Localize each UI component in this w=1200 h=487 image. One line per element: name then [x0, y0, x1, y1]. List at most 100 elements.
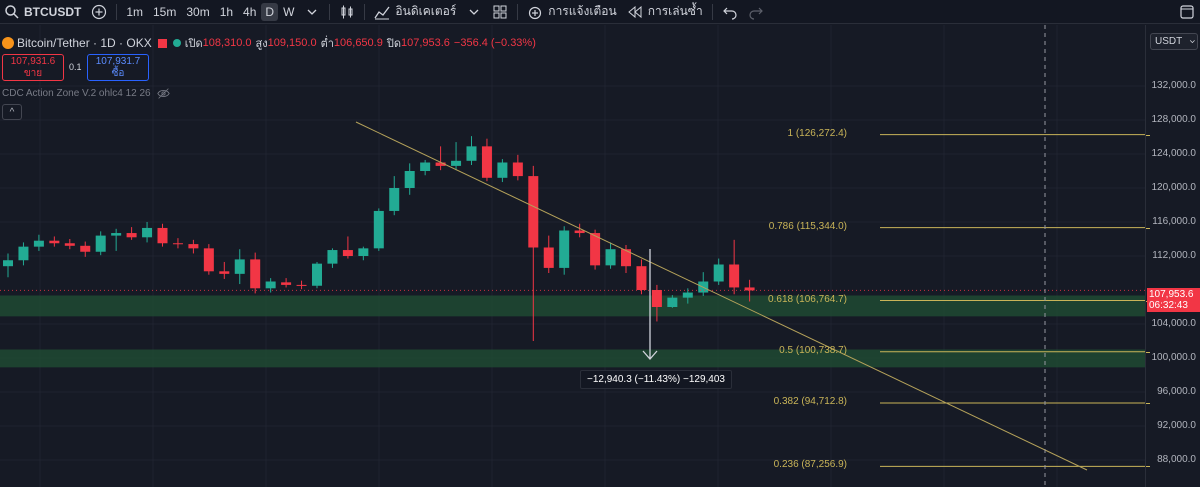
- layouts-button[interactable]: [487, 0, 513, 24]
- indicators-label: อินดิเคเตอร์: [395, 4, 457, 18]
- price-axis-label: 112,000.0: [1152, 250, 1196, 261]
- fib-axis-tick: [1146, 134, 1150, 136]
- timeframe-4h[interactable]: 4h: [243, 4, 257, 19]
- candle-body: [574, 230, 585, 234]
- price-axis-label: 116,000.0: [1152, 216, 1196, 227]
- high-label: สูง: [255, 38, 268, 50]
- rewind-icon: [627, 5, 642, 18]
- timeframe-dropdown[interactable]: [299, 0, 325, 24]
- alarm-clock-icon: [529, 6, 542, 19]
- fib-level-label: 0.5 (100,738.7): [779, 344, 847, 356]
- market-open-icon: [172, 39, 181, 47]
- timeframe-w[interactable]: W: [283, 4, 295, 19]
- divider: [116, 3, 118, 20]
- candle-body: [512, 162, 523, 177]
- alerts-button[interactable]: การแจ้งเตือน: [522, 0, 621, 24]
- candle-body: [49, 240, 60, 244]
- indicators-dropdown[interactable]: [461, 0, 487, 24]
- timeframe-15m[interactable]: 15m: [153, 4, 177, 19]
- chevron-down-icon: [1190, 40, 1196, 44]
- candle-body: [389, 188, 400, 211]
- bitcoin-icon: [2, 37, 14, 49]
- open-value: 108,310.0: [202, 37, 252, 49]
- support-zone-upper: [0, 295, 1145, 317]
- candle-body: [203, 248, 214, 272]
- flag-icon[interactable]: [157, 38, 167, 48]
- price-chart[interactable]: [0, 25, 1145, 487]
- candle-body: [250, 259, 261, 289]
- close-label: ปิด: [386, 38, 401, 50]
- currency-selector[interactable]: USDT: [1150, 33, 1198, 50]
- price-axis[interactable]: 132,000.0 128,000.0 124,000.0 120,000.0 116,…: [1145, 25, 1200, 487]
- candle-body: [466, 146, 477, 161]
- indicator-legend[interactable]: CDC Action Zone V.2 ohlc4 12 26: [2, 87, 170, 100]
- measure-arrow-head: [642, 350, 658, 360]
- price-axis-label: 104,000.0: [1151, 318, 1197, 329]
- chart-type-button[interactable]: [334, 0, 360, 24]
- candle-body: [172, 243, 183, 245]
- candle-body: [404, 171, 415, 188]
- search-icon: [5, 4, 19, 19]
- sell-button[interactable]: 107,931.6 ขาย: [2, 54, 64, 81]
- symbol-search-button[interactable]: BTCUSDT: [0, 0, 86, 24]
- candle-body: [265, 281, 276, 289]
- candle-body: [327, 250, 338, 264]
- compare-button[interactable]: [86, 0, 112, 24]
- currency-label: USDT: [1155, 36, 1183, 47]
- current-price-tag: 107,953.6 06:32:43: [1147, 288, 1200, 312]
- candle-body: [590, 233, 601, 266]
- collapse-legend-button[interactable]: ^: [2, 104, 22, 120]
- candle-body: [157, 227, 168, 244]
- fib-level-label: 0.786 (115,344.0): [768, 220, 847, 232]
- timeframe-1h[interactable]: 1h: [219, 4, 234, 19]
- fib-level-label: 1 (126,272.4): [787, 127, 848, 139]
- low-value: 106,650.9: [333, 37, 383, 49]
- top-toolbar: BTCUSDT 1m 15m 30m 1h 4h D W อินดิเคเตอร…: [0, 0, 1200, 24]
- candle-body: [528, 176, 539, 248]
- legend-title[interactable]: Bitcoin/Tether · 1D · OKX: [17, 36, 152, 50]
- candle-body: [234, 259, 245, 274]
- price-axis-label: 128,000.0: [1151, 114, 1197, 125]
- candle-body: [219, 271, 230, 274]
- candle-body: [296, 284, 307, 286]
- fib-axis-tick: [1146, 351, 1150, 353]
- divider: [329, 3, 331, 20]
- support-zone-lower: [0, 349, 1145, 368]
- timeframe-d[interactable]: D: [261, 2, 279, 21]
- change-value: −356.4 (−0.33%): [453, 37, 536, 49]
- candle-body: [543, 247, 554, 268]
- candle-body: [95, 235, 106, 252]
- indicators-button[interactable]: อินดิเคเตอร์: [369, 0, 461, 24]
- candle-body: [744, 287, 755, 291]
- price-axis-label: 96,000.0: [1157, 386, 1196, 397]
- fib-level-label: 0.382 (94,712.8): [773, 395, 847, 407]
- fib-axis-tick: [1146, 466, 1150, 468]
- candle-body: [111, 233, 122, 236]
- fullscreen-button[interactable]: [1174, 0, 1200, 24]
- divider: [517, 3, 519, 20]
- fib-axis-tick: [1146, 227, 1150, 229]
- undo-icon: [722, 7, 737, 20]
- undo-button[interactable]: [717, 0, 743, 24]
- candle-body: [559, 230, 570, 268]
- candle-body: [651, 290, 662, 307]
- replay-button[interactable]: การเล่นซ้ำ: [622, 0, 708, 24]
- fib-level-label: 0.236 (87,256.9): [773, 459, 847, 471]
- redo-button[interactable]: [743, 0, 769, 24]
- sell-label: ขาย: [23, 68, 43, 79]
- candle-body: [621, 249, 631, 267]
- buy-button[interactable]: 107,931.7 ซื้อ: [87, 54, 149, 81]
- candle-body: [142, 227, 153, 238]
- eye-off-icon[interactable]: [156, 87, 170, 100]
- candle-body: [18, 246, 29, 261]
- candle-body: [342, 250, 353, 256]
- timeframe-1m[interactable]: 1m: [126, 4, 143, 19]
- alerts-label: การแจ้งเตือน: [548, 4, 617, 18]
- indicator-label: CDC Action Zone V.2 ohlc4 12 26: [2, 88, 151, 99]
- toolbar-right: [1174, 0, 1200, 24]
- redo-icon: [749, 7, 763, 20]
- timeframe-30m[interactable]: 30m: [186, 4, 210, 19]
- candle-body: [33, 240, 44, 247]
- candle-body: [3, 260, 13, 267]
- spread-value: 0.1: [69, 62, 82, 72]
